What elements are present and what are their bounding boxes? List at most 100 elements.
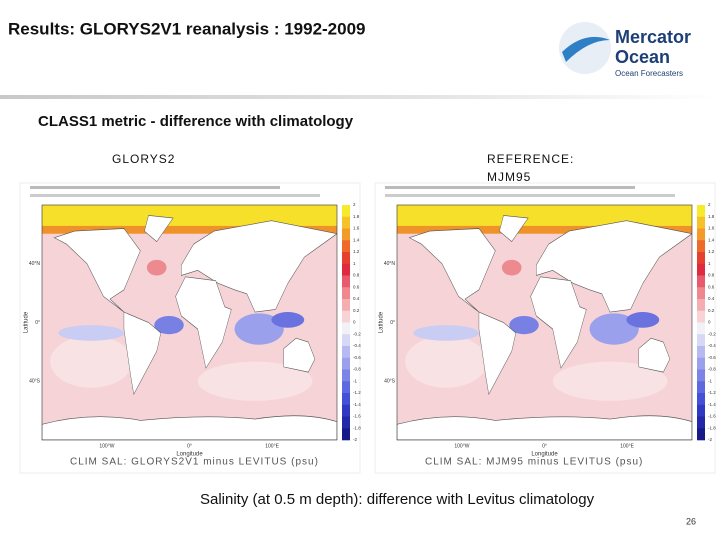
colorbar-label: 1.4: [708, 237, 715, 242]
map-frame: [396, 204, 693, 441]
colorbar-label: 0.8: [708, 273, 715, 278]
colorbar-swatch: [697, 381, 705, 394]
colorbar-label: 0: [353, 320, 356, 325]
colorbar-label: 2: [708, 202, 711, 207]
logo-line2: Ocean: [615, 47, 670, 67]
map-frame: [41, 204, 338, 441]
colorbar-swatch: [342, 322, 350, 335]
logo: Mercator Ocean Ocean Forecasters: [559, 22, 691, 78]
logo-swoosh: [562, 36, 610, 62]
colorbar-swatch: [697, 252, 705, 265]
lon-tick: 100°W: [454, 443, 469, 449]
lon-tick: 0°: [542, 443, 547, 449]
subtitle: CLASS1 metric - difference with climatol…: [38, 113, 354, 130]
lon-tick: 100°E: [620, 443, 634, 449]
panel-label: MJM95: [487, 170, 531, 184]
map-header: [30, 194, 320, 197]
colorbar-swatch: [697, 287, 705, 300]
colorbar-label: 0.4: [708, 296, 715, 301]
y-axis-title: Latitude: [379, 311, 385, 333]
colorbar-swatch: [697, 416, 705, 429]
colorbar-label: -1.6: [708, 414, 716, 419]
colorbar-swatch: [697, 322, 705, 335]
colorbar-swatch: [697, 404, 705, 417]
colorbar-label: 1.8: [708, 214, 715, 219]
colorbar-label: 1.2: [353, 249, 360, 254]
logo-line1: Mercator: [615, 27, 691, 47]
colorbar-label: -0.4: [708, 343, 716, 348]
colorbar-swatch: [697, 369, 705, 382]
x-axis-title: Longitude: [531, 452, 558, 458]
colorbar-swatch: [342, 228, 350, 241]
colorbar-label: -1.8: [353, 425, 361, 430]
colorbar-label: 1.6: [353, 226, 360, 231]
colorbar-swatch: [342, 216, 350, 229]
colorbar-label: -0.8: [708, 367, 716, 372]
map-image: [42, 205, 337, 440]
colorbar-swatch: [342, 369, 350, 382]
lon-tick: 0°: [187, 443, 192, 449]
colorbar-swatch: [697, 310, 705, 323]
colorbar-swatch: [697, 216, 705, 229]
lat-tick: 0°: [35, 320, 40, 326]
colorbar-label: -0.6: [353, 355, 361, 360]
lon-tick: 100°W: [99, 443, 114, 449]
map-header: [30, 186, 280, 189]
page-number: 26: [686, 516, 696, 526]
colorbar-swatch: [342, 205, 350, 218]
colorbar-swatch: [697, 299, 705, 312]
colorbar-label: 0.6: [353, 284, 360, 289]
colorbar-label: 1.6: [708, 226, 715, 231]
panel-label: REFERENCE:: [487, 152, 574, 166]
lat-tick: 40°N: [384, 261, 396, 267]
colorbar-label: -1.6: [353, 414, 361, 419]
colorbar-label: 1: [353, 261, 356, 266]
colorbar-swatch: [697, 275, 705, 288]
colorbar-swatch: [697, 228, 705, 241]
colorbar-label: -1.4: [353, 402, 361, 407]
colorbar-swatch: [342, 299, 350, 312]
colorbar-swatch: [342, 334, 350, 347]
colorbar-swatch: [697, 346, 705, 359]
colorbar-swatch: [342, 287, 350, 300]
colorbar-swatch: [342, 428, 350, 441]
colorbar-label: 0.4: [353, 296, 360, 301]
colorbar-label: 2: [353, 202, 356, 207]
lat-tick: 0°: [390, 320, 395, 326]
map-caption: CLIM SAL: GLORYS2V1 minus LEVITUS (psu): [70, 457, 319, 468]
colorbar-label: -1.4: [708, 402, 716, 407]
colorbar-label: 1.4: [353, 237, 360, 242]
colorbar-label: 1.8: [353, 214, 360, 219]
slide-title: Results: GLORYS2V1 reanalysis : 1992-200…: [8, 19, 366, 38]
colorbar-label: -0.2: [708, 331, 716, 336]
colorbar-label: -0.2: [353, 331, 361, 336]
header-rule: [0, 95, 720, 99]
colorbar-label: -2: [353, 437, 357, 442]
colorbar-swatch: [342, 404, 350, 417]
lat-tick: 40°S: [384, 379, 396, 385]
colorbar-label: 0: [708, 320, 711, 325]
colorbar-label: -0.4: [353, 343, 361, 348]
y-axis-title: Latitude: [24, 311, 30, 333]
colorbar-label: 0.8: [353, 273, 360, 278]
colorbar-swatch: [342, 263, 350, 276]
colorbar-label: 0.2: [708, 308, 715, 313]
colorbar-label: 1: [708, 261, 711, 266]
colorbar-label: -2: [708, 437, 712, 442]
lat-tick: 40°N: [29, 261, 41, 267]
logo-tagline: Ocean Forecasters: [615, 69, 683, 78]
colorbar-label: -0.8: [353, 367, 361, 372]
map-caption: CLIM SAL: MJM95 minus LEVITUS (psu): [425, 457, 643, 468]
x-axis-title: Longitude: [176, 452, 203, 458]
colorbar-label: -1: [353, 378, 357, 383]
colorbar-label: 0.2: [353, 308, 360, 313]
logo-globe: [559, 22, 611, 74]
colorbar-label: -0.6: [708, 355, 716, 360]
colorbar-swatch: [697, 357, 705, 370]
map-panel: 2 1.8 1.6 1.4 1.2 1 0.8 0.6 0.4 0.2 0 -0.2 -0.4 -0.6 -…: [19, 182, 361, 474]
colorbar-swatch: [697, 263, 705, 276]
map-panel: 2 1.8 1.6 1.4 1.2 1 0.8 0.6 0.4 0.2 0 -0.2 -0.4 -0.6 -…: [374, 182, 716, 474]
colorbar-swatch: [342, 357, 350, 370]
colorbar-label: 1.2: [708, 249, 715, 254]
colorbar-swatch: [697, 240, 705, 253]
